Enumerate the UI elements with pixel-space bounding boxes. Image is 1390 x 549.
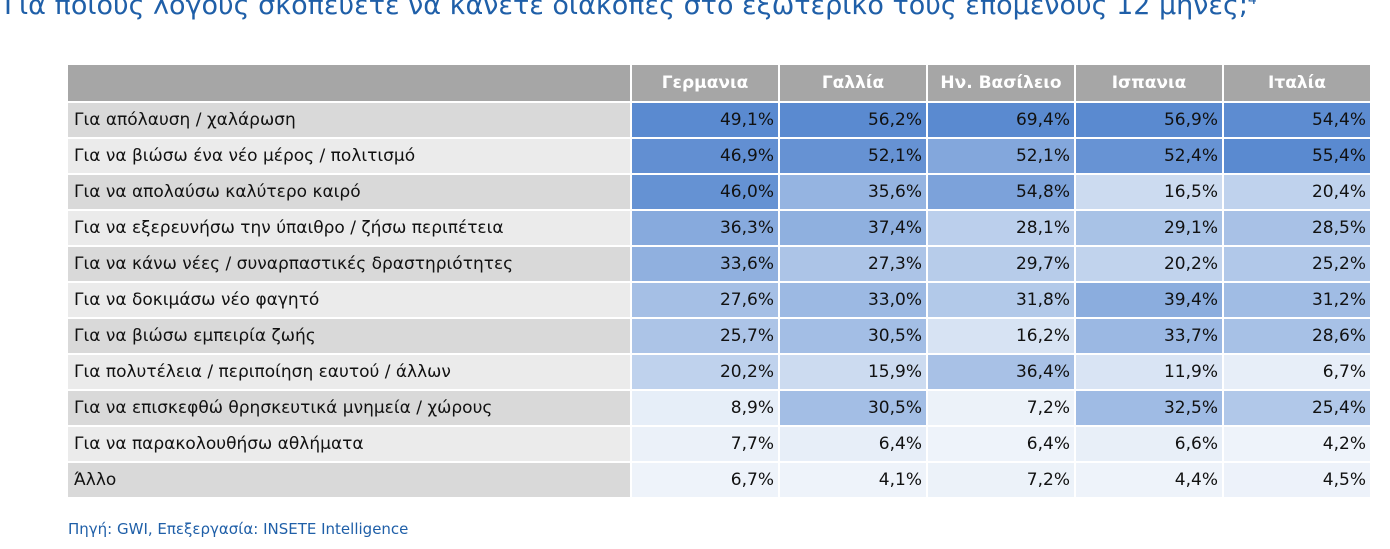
row-label: Για απόλαυση / χαλάρωση	[68, 103, 630, 139]
value-cell: 29,7%	[928, 247, 1074, 283]
value-cell: 16,2%	[928, 319, 1074, 355]
table-row: Για να επισκεφθώ θρησκευτικά μνημεία / χ…	[68, 391, 1370, 427]
table-row: Για να βιώσω εμπειρία ζωής 25,7% 30,5% 16,2…	[68, 319, 1370, 355]
value-cell: 55,4%	[1224, 139, 1370, 175]
header-corner	[68, 65, 630, 103]
table-row: Για να παρακολουθήσω αθλήματα 7,7% 6,4% 6,4…	[68, 427, 1370, 463]
value-cell: 36,3%	[632, 211, 778, 247]
value-cell: 33,6%	[632, 247, 778, 283]
value-cell: 7,2%	[928, 463, 1074, 499]
value-cell: 6,4%	[780, 427, 926, 463]
table-row: Για να δοκιμάσω νέο φαγητό 27,6% 33,0% 31,8…	[68, 283, 1370, 319]
row-label: Για να απολαύσω καλύτερο καιρό	[68, 175, 630, 211]
value-cell: 6,7%	[1224, 355, 1370, 391]
table: Γερμανια Γαλλία Ην. Βασίλειο Ισπανια Ιταλία Γ…	[66, 65, 1372, 499]
value-cell: 6,6%	[1076, 427, 1222, 463]
value-cell: 25,7%	[632, 319, 778, 355]
value-cell: 37,4%	[780, 211, 926, 247]
value-cell: 7,2%	[928, 391, 1074, 427]
value-cell: 30,5%	[780, 319, 926, 355]
value-cell: 25,4%	[1224, 391, 1370, 427]
value-cell: 39,4%	[1076, 283, 1222, 319]
value-cell: 4,5%	[1224, 463, 1370, 499]
value-cell: 29,1%	[1076, 211, 1222, 247]
value-cell: 4,4%	[1076, 463, 1222, 499]
value-cell: 69,4%	[928, 103, 1074, 139]
value-cell: 30,5%	[780, 391, 926, 427]
value-cell: 6,4%	[928, 427, 1074, 463]
row-label: Για να κάνω νέες / συναρπαστικές δραστηρ…	[68, 247, 630, 283]
value-cell: 28,1%	[928, 211, 1074, 247]
row-label: Για να βιώσω εμπειρία ζωής	[68, 319, 630, 355]
value-cell: 32,5%	[1076, 391, 1222, 427]
column-header: Ιταλία	[1224, 65, 1370, 103]
row-label: Για να βιώσω ένα νέο μέρος / πολιτισμό	[68, 139, 630, 175]
value-cell: 25,2%	[1224, 247, 1370, 283]
column-header: Ισπανια	[1076, 65, 1222, 103]
value-cell: 52,4%	[1076, 139, 1222, 175]
value-cell: 20,4%	[1224, 175, 1370, 211]
value-cell: 28,5%	[1224, 211, 1370, 247]
value-cell: 27,3%	[780, 247, 926, 283]
title-text: Για ποιους λόγους σκοπεύετε να κάνετε δι…	[4, 0, 1248, 21]
header-row: Γερμανια Γαλλία Ην. Βασίλειο Ισπανια Ιταλία	[68, 65, 1370, 103]
table-row: Για να βιώσω ένα νέο μέρος / πολιτισμό 46…	[68, 139, 1370, 175]
value-cell: 52,1%	[928, 139, 1074, 175]
value-cell: 54,4%	[1224, 103, 1370, 139]
row-label: Άλλο	[68, 463, 630, 499]
table-row: Για να κάνω νέες / συναρπαστικές δραστηρ…	[68, 247, 1370, 283]
value-cell: 33,0%	[780, 283, 926, 319]
table-row: Άλλο 6,7% 4,1% 7,2% 4,4% 4,5%	[68, 463, 1370, 499]
value-cell: 31,2%	[1224, 283, 1370, 319]
value-cell: 35,6%	[780, 175, 926, 211]
value-cell: 56,9%	[1076, 103, 1222, 139]
title-note: 4	[1247, 0, 1257, 8]
value-cell: 15,9%	[780, 355, 926, 391]
value-cell: 8,9%	[632, 391, 778, 427]
value-cell: 20,2%	[1076, 247, 1222, 283]
value-cell: 6,7%	[632, 463, 778, 499]
row-label: Για πολυτέλεια / περιποίηση εαυτού / άλλ…	[68, 355, 630, 391]
value-cell: 52,1%	[780, 139, 926, 175]
row-label: Για να εξερευνήσω την ύπαιθρο / ζήσω περ…	[68, 211, 630, 247]
value-cell: 11,9%	[1076, 355, 1222, 391]
value-cell: 56,2%	[780, 103, 926, 139]
table-row: Για να εξερευνήσω την ύπαιθρο / ζήσω περ…	[68, 211, 1370, 247]
value-cell: 36,4%	[928, 355, 1074, 391]
table-row: Για να απολαύσω καλύτερο καιρό 46,0% 35,6%…	[68, 175, 1370, 211]
value-cell: 54,8%	[928, 175, 1074, 211]
column-header: Ην. Βασίλειο	[928, 65, 1074, 103]
value-cell: 20,2%	[632, 355, 778, 391]
column-header: Γαλλία	[780, 65, 926, 103]
value-cell: 4,2%	[1224, 427, 1370, 463]
value-cell: 28,6%	[1224, 319, 1370, 355]
value-cell: 7,7%	[632, 427, 778, 463]
column-header: Γερμανια	[632, 65, 778, 103]
row-label: Για να επισκεφθώ θρησκευτικά μνημεία / χ…	[68, 391, 630, 427]
title: Για ποιους λόγους σκοπεύετε να κάνετε δι…	[4, 0, 1257, 21]
row-label: Για να παρακολουθήσω αθλήματα	[68, 427, 630, 463]
value-cell: 16,5%	[1076, 175, 1222, 211]
source: Πηγή: GWI, Επεξεργασία: INSETE Intellige…	[68, 520, 409, 538]
value-cell: 27,6%	[632, 283, 778, 319]
value-cell: 4,1%	[780, 463, 926, 499]
value-cell: 46,9%	[632, 139, 778, 175]
value-cell: 46,0%	[632, 175, 778, 211]
value-cell: 49,1%	[632, 103, 778, 139]
value-cell: 31,8%	[928, 283, 1074, 319]
table-row: Για απόλαυση / χαλάρωση 49,1% 56,2% 69,4% 56…	[68, 103, 1370, 139]
table-row: Για πολυτέλεια / περιποίηση εαυτού / άλλ…	[68, 355, 1370, 391]
value-cell: 33,7%	[1076, 319, 1222, 355]
row-label: Για να δοκιμάσω νέο φαγητό	[68, 283, 630, 319]
